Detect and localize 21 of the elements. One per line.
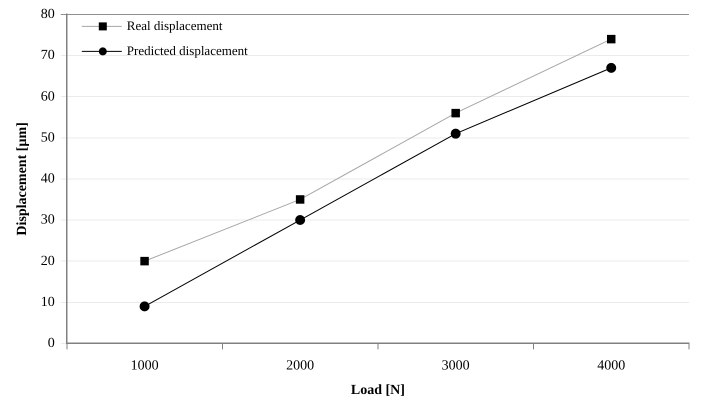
x-tick-label: 4000 <box>597 358 626 374</box>
y-tick-label: 70 <box>40 48 55 64</box>
y-tick-label: 20 <box>40 254 55 269</box>
point <box>450 128 461 139</box>
y-tick-label: 60 <box>40 89 55 104</box>
point <box>606 62 616 73</box>
legend-label: Real displacement <box>126 18 223 33</box>
y-tick-label: 10 <box>40 294 55 310</box>
legend-label: Predicted displacement <box>126 42 248 58</box>
y-tick-label: 40 <box>40 172 55 187</box>
x-tick-label: 3000 <box>442 358 470 374</box>
x-tick-label: 1000 <box>130 358 159 374</box>
y-tick-label: 80 <box>40 7 55 22</box>
x-tick-label: 2000 <box>286 358 314 374</box>
y-tick-label: 30 <box>40 212 55 228</box>
y-tick-label: 0 <box>48 336 55 352</box>
point <box>140 301 150 312</box>
point <box>295 215 306 226</box>
y-tick-label: 50 <box>40 130 55 146</box>
x-axis-title: Load [N] <box>350 383 405 398</box>
y-axis-title: Displacement [µm] <box>15 122 30 236</box>
